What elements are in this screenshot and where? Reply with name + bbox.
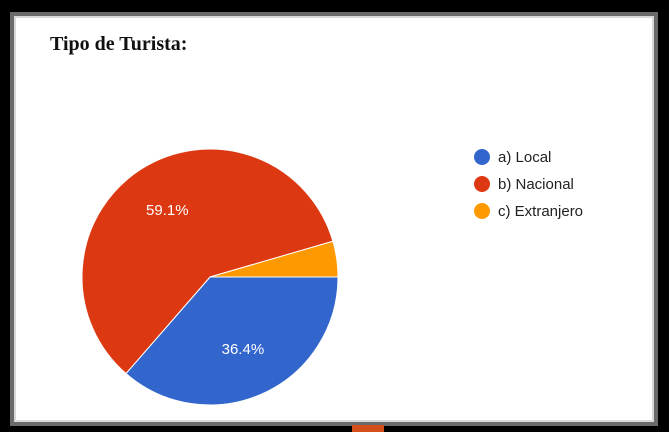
- slice-label-2: 59.1%: [146, 202, 189, 219]
- pie-slices: [81, 148, 339, 406]
- legend-label-3: c) Extranjero: [498, 203, 583, 220]
- pie-slice-2: [81, 148, 334, 375]
- legend: a) Local b) Nacional c) Extranjero: [474, 149, 583, 220]
- pie-slice-labels: 36.4% 59.1%: [146, 202, 264, 358]
- edge-mark: [352, 425, 384, 432]
- legend-marker-3: [474, 203, 490, 219]
- legend-label-1: a) Local: [498, 149, 551, 166]
- slice-label-1: 36.4%: [222, 341, 265, 358]
- chart-title: Tipo de Turista:: [50, 33, 188, 55]
- legend-marker-1: [474, 149, 490, 165]
- legend-label-2: b) Nacional: [498, 176, 574, 193]
- legend-marker-2: [474, 176, 490, 192]
- pie-slice-1: [125, 276, 339, 406]
- pie-slice-3: [209, 240, 339, 278]
